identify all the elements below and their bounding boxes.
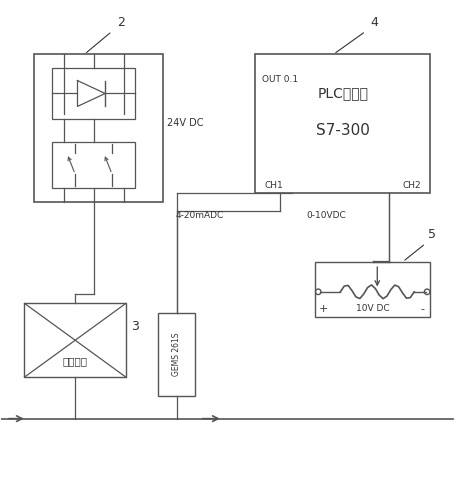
Text: 5: 5 bbox=[427, 228, 435, 241]
Text: 0-10VDC: 0-10VDC bbox=[306, 211, 346, 220]
Text: 10V DC: 10V DC bbox=[355, 305, 388, 313]
Bar bbox=[52, 68, 135, 119]
Bar bbox=[25, 304, 125, 377]
Text: 24V DC: 24V DC bbox=[167, 119, 204, 128]
Text: 4: 4 bbox=[369, 16, 377, 29]
Bar bbox=[255, 54, 429, 192]
Text: 4-20mADC: 4-20mADC bbox=[175, 211, 223, 220]
Text: 液压马达: 液压马达 bbox=[63, 356, 88, 366]
Text: CH2: CH2 bbox=[402, 181, 420, 190]
Text: -: - bbox=[419, 304, 423, 314]
Bar bbox=[158, 312, 194, 396]
Text: +: + bbox=[318, 304, 327, 314]
Bar bbox=[314, 262, 429, 317]
Text: GEMS 261S: GEMS 261S bbox=[172, 332, 181, 376]
Bar bbox=[34, 54, 163, 202]
Text: 3: 3 bbox=[131, 320, 139, 333]
Text: 2: 2 bbox=[116, 16, 124, 29]
Text: CH1: CH1 bbox=[264, 181, 282, 190]
Text: S7-300: S7-300 bbox=[315, 123, 369, 138]
Text: PLC控制器: PLC控制器 bbox=[317, 86, 368, 100]
Bar bbox=[52, 142, 135, 188]
Text: OUT 0.1: OUT 0.1 bbox=[262, 75, 297, 84]
